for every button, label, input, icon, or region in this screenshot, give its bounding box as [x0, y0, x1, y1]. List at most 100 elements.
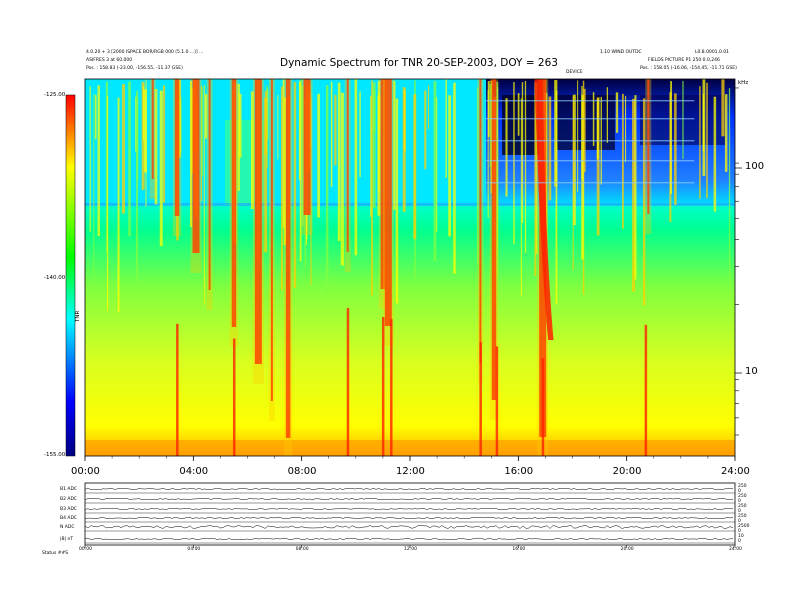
streak: [548, 96, 552, 201]
header-left-line1: 4.0.20 + 3 [2000 ISPACE BOR/RGB 000 (5.1…: [86, 50, 204, 55]
colorbar-frame: [65, 94, 76, 457]
streak: [413, 94, 417, 240]
streak: [283, 97, 287, 246]
band-divider-shade: [85, 203, 735, 206]
burst-red: [151, 79, 154, 179]
hk-trace: [84, 497, 734, 501]
streak: [674, 93, 677, 205]
streak: [596, 98, 599, 160]
x-tick-label: 24:00: [721, 466, 750, 477]
hk-x-label: 00:00: [79, 547, 92, 552]
chart-title: Dynamic Spectrum for TNR 20-SEP-2003, DO…: [280, 57, 558, 69]
streak: [453, 82, 456, 274]
streak: [154, 88, 158, 205]
x-tick-label: 16:00: [504, 466, 534, 477]
low-spike: [390, 319, 393, 456]
hk-x-label: 04:00: [187, 547, 201, 552]
burst-glow: [268, 79, 275, 421]
low-spike: [479, 342, 482, 456]
burst-red: [208, 79, 211, 290]
streak: [728, 88, 731, 286]
low-spike: [176, 323, 179, 456]
streak: [513, 82, 515, 244]
streak: [577, 80, 579, 192]
footer-status: Status ##S: [42, 551, 69, 556]
hk-right-label: 0: [738, 509, 741, 514]
burst-red: [254, 79, 262, 364]
colorbar-gradient: [66, 95, 75, 456]
streak: [372, 82, 376, 209]
burst-red: [174, 79, 180, 216]
burst-red: [384, 79, 392, 326]
burst-glow: [206, 79, 213, 310]
streak: [325, 84, 329, 296]
streak: [534, 81, 537, 276]
streak: [487, 89, 489, 218]
header-right-line1: 1.10 WIND OUTDC: [600, 50, 642, 55]
streak: [572, 94, 576, 226]
hk-left-label: B3 ADC: [60, 507, 78, 512]
streak: [162, 85, 166, 203]
streak: [632, 98, 636, 292]
low-spike: [381, 317, 385, 456]
right-minor-ticks: [735, 87, 739, 436]
header-left-line3: Pos. : 158.83 (-23.00, -156.55, -11.37 G…: [86, 66, 183, 71]
burst-red: [647, 79, 650, 214]
streak: [299, 79, 303, 131]
hk-trace: [84, 537, 734, 541]
header-right-line4: Pos. : 158.05 (-16.06, -154.45, -11.71 G…: [640, 66, 737, 71]
streak: [395, 98, 399, 304]
header-right-line3: FIELDS PICTURE P1 250 0.0,246: [648, 58, 720, 63]
low-spike: [495, 346, 499, 456]
streak: [251, 91, 254, 209]
streak: [670, 81, 672, 194]
hk-trace: [84, 487, 734, 491]
streak: [517, 93, 520, 136]
low-spike: [232, 338, 236, 456]
hk-right-label: 0: [738, 499, 741, 504]
burst-red: [346, 79, 349, 252]
streak: [524, 80, 527, 253]
hk-left-label: |B| nT: [60, 537, 74, 542]
streak: [280, 86, 283, 290]
streak: [370, 95, 372, 217]
hk-trace: [84, 525, 734, 529]
streak: [702, 94, 705, 152]
burst-glow: [382, 79, 394, 346]
hk-left-label: B2 ADC: [60, 497, 78, 502]
burst-glow: [477, 79, 484, 383]
hk-right-label: 2500: [738, 524, 750, 529]
right-axis-unit: kHz: [738, 80, 749, 86]
streak: [205, 94, 208, 139]
burst-glow: [190, 79, 202, 273]
streak: [535, 83, 538, 255]
streak: [706, 82, 708, 199]
hk-x-label: 20:00: [620, 547, 634, 552]
burst-glow: [378, 79, 388, 309]
streak: [713, 96, 717, 212]
burst-glow: [172, 79, 182, 236]
hk-right-label: 10: [738, 534, 744, 539]
right-axis-label-100: 100: [745, 161, 765, 172]
hk-right-label: 250: [738, 484, 747, 489]
streak: [93, 93, 95, 291]
streak: [393, 80, 396, 210]
burst-glow: [283, 79, 293, 456]
streak: [237, 83, 240, 191]
burst-glow: [537, 79, 549, 456]
header-left-line2: ASIFRES 3 at 60.000: [86, 58, 133, 63]
burst-red: [380, 79, 386, 289]
hk-left-label: B4 ADC: [60, 516, 78, 521]
burst-red: [303, 79, 311, 215]
streak: [143, 89, 147, 173]
streak: [402, 87, 406, 212]
x-tick-label: 08:00: [287, 466, 317, 477]
hk-right-label: 0: [738, 489, 741, 494]
burst-glow: [489, 79, 499, 420]
housekeeping-traces: [84, 487, 735, 544]
header-center-tag: DEVICE: [566, 70, 583, 75]
hk-x-label: 12:00: [404, 547, 417, 552]
housekeeping-frame: [84, 482, 736, 546]
streak: [377, 93, 380, 192]
burst-red: [491, 79, 497, 400]
